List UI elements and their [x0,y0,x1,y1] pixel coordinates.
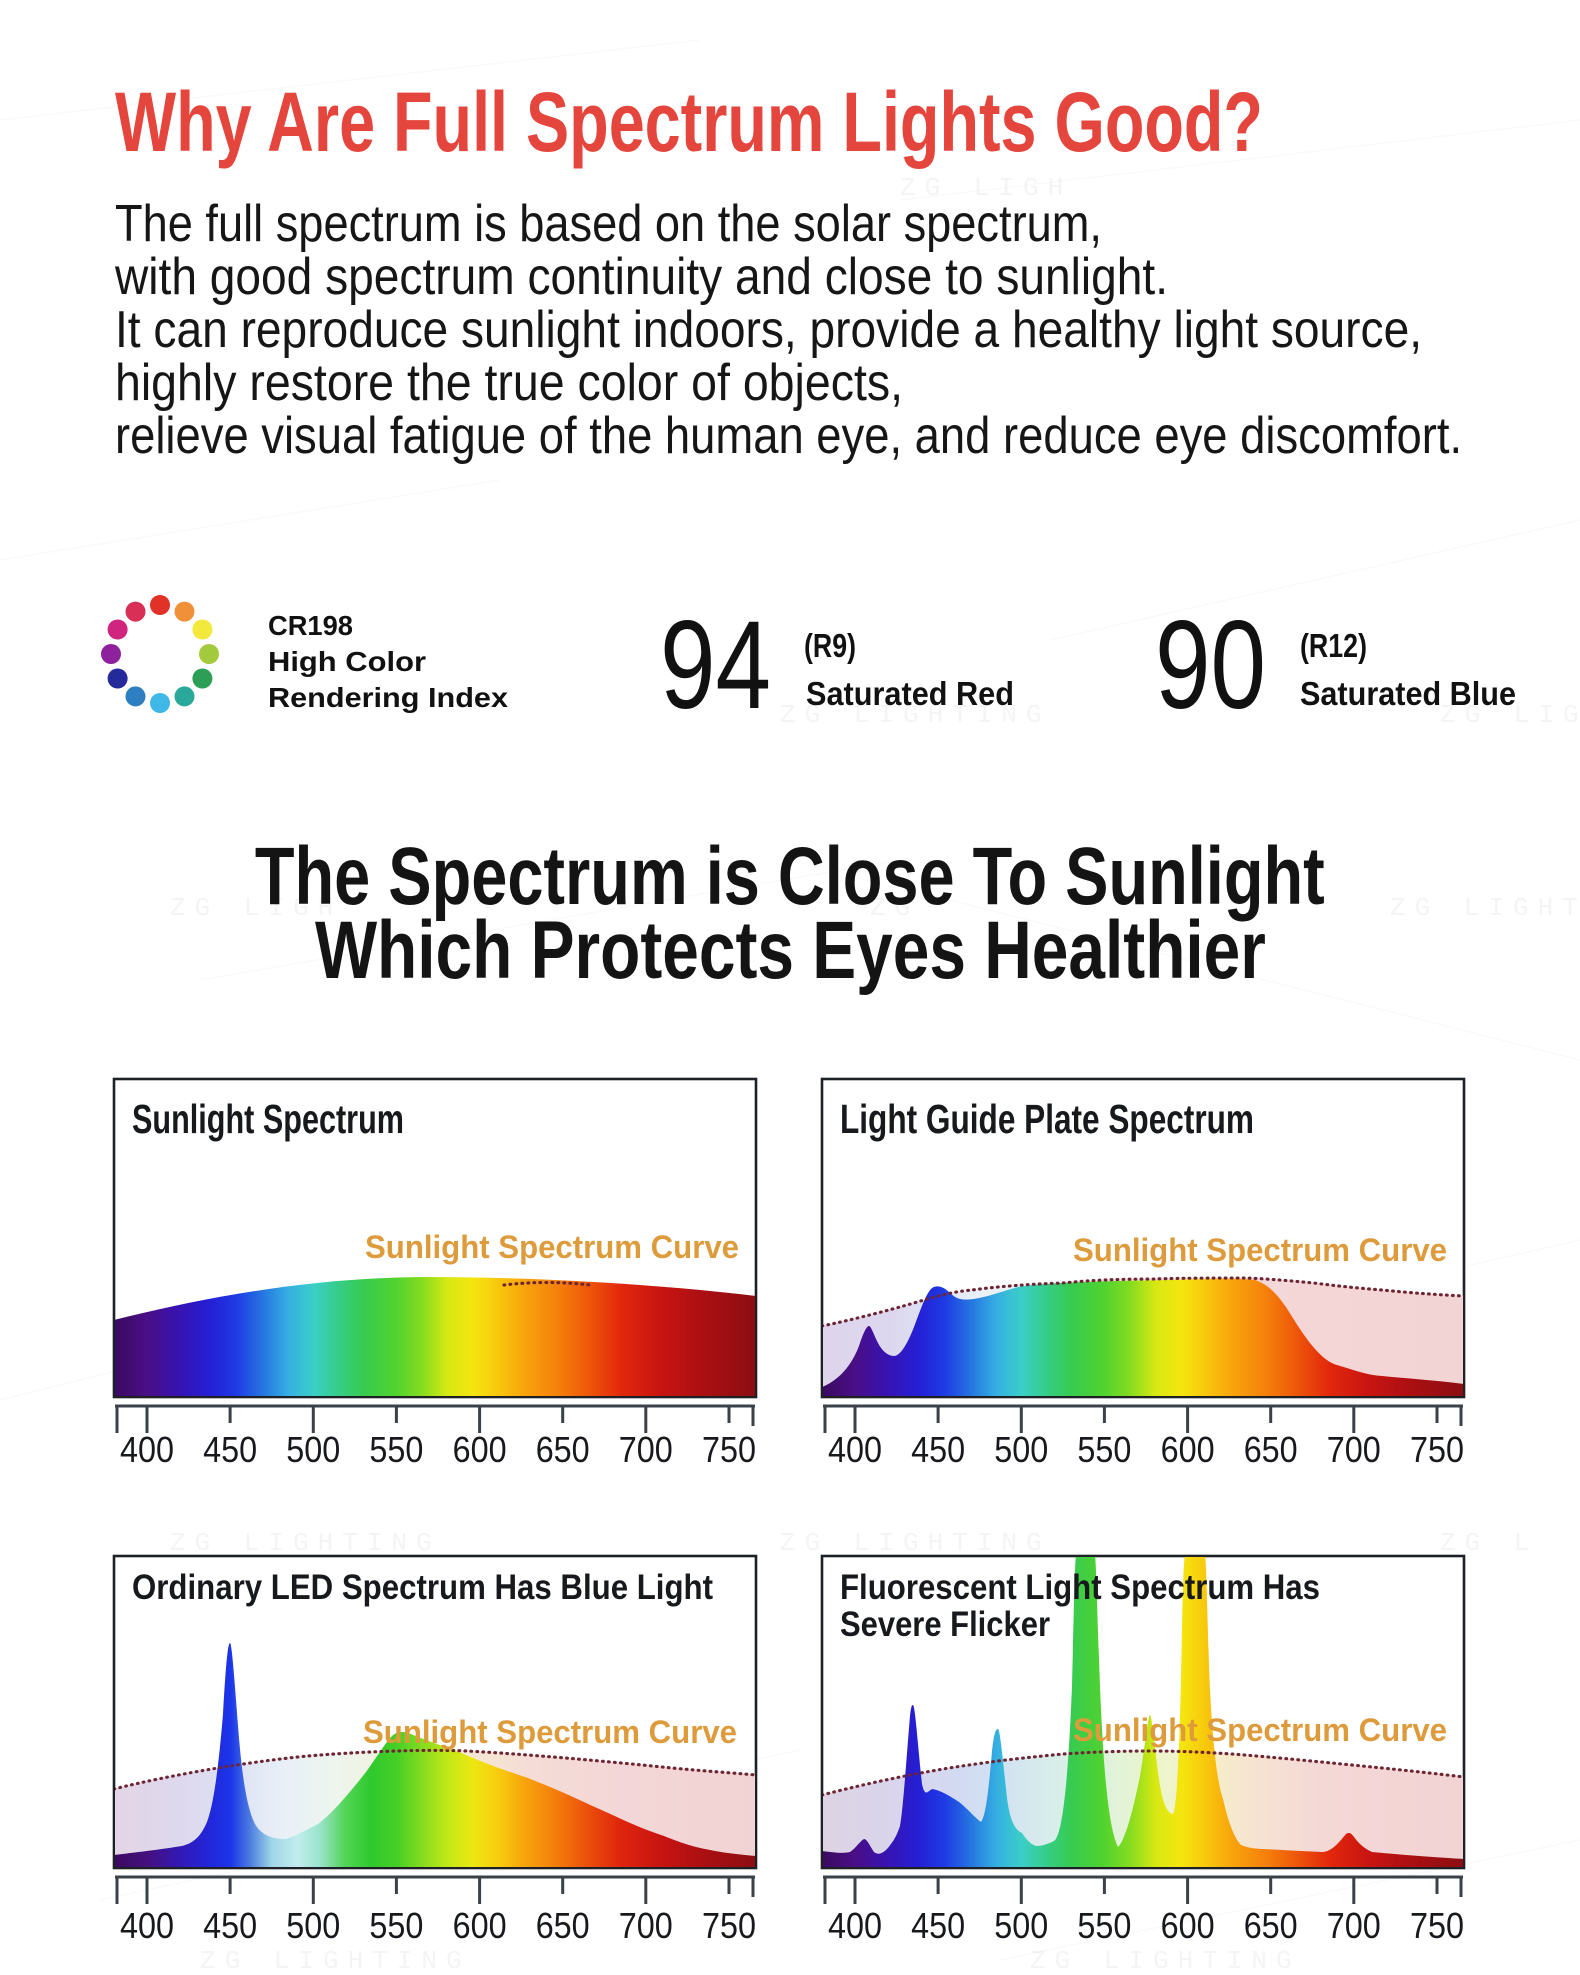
svg-text:450: 450 [911,1429,965,1470]
svg-text:Sunlight Spectrum Curve: Sunlight Spectrum Curve [1073,1232,1447,1268]
svg-text:600: 600 [453,1905,507,1946]
svg-text:550: 550 [1077,1429,1131,1470]
svg-text:700: 700 [619,1429,673,1470]
svg-text:500: 500 [994,1429,1048,1470]
svg-text:400: 400 [828,1429,882,1470]
svg-text:550: 550 [369,1905,423,1946]
svg-text:750: 750 [1410,1905,1464,1946]
svg-text:Light Guide Plate Spectrum: Light Guide Plate Spectrum [840,1096,1254,1142]
svg-text:Sunlight Spectrum Curve: Sunlight Spectrum Curve [365,1229,739,1265]
svg-text:550: 550 [1077,1905,1131,1946]
svg-text:Fluorescent Light Spectrum Has: Fluorescent Light Spectrum Has [840,1567,1320,1607]
svg-text:650: 650 [536,1429,590,1470]
svg-text:Sunlight Spectrum Curve: Sunlight Spectrum Curve [363,1714,737,1750]
svg-text:600: 600 [1161,1905,1215,1946]
svg-text:600: 600 [1161,1429,1215,1470]
svg-text:700: 700 [1327,1429,1381,1470]
svg-text:400: 400 [828,1905,882,1946]
svg-text:500: 500 [286,1905,340,1946]
svg-text:750: 750 [702,1905,756,1946]
svg-text:700: 700 [1327,1905,1381,1946]
svg-text:450: 450 [911,1905,965,1946]
svg-text:700: 700 [619,1905,673,1946]
svg-text:500: 500 [994,1905,1048,1946]
svg-text:450: 450 [203,1429,257,1470]
svg-text:Sunlight Spectrum Curve: Sunlight Spectrum Curve [1073,1712,1447,1748]
svg-text:600: 600 [453,1429,507,1470]
svg-text:650: 650 [1244,1429,1298,1470]
svg-text:400: 400 [120,1905,174,1946]
svg-text:650: 650 [536,1905,590,1946]
svg-text:750: 750 [702,1429,756,1470]
svg-text:550: 550 [369,1429,423,1470]
svg-text:Ordinary LED Spectrum Has Blue: Ordinary LED Spectrum Has Blue Light [132,1567,713,1607]
svg-text:500: 500 [286,1429,340,1470]
svg-text:Severe Flicker: Severe Flicker [840,1604,1050,1644]
svg-text:450: 450 [203,1905,257,1946]
svg-text:650: 650 [1244,1905,1298,1946]
svg-text:400: 400 [120,1429,174,1470]
svg-text:750: 750 [1410,1429,1464,1470]
svg-text:Sunlight Spectrum: Sunlight Spectrum [132,1096,404,1142]
